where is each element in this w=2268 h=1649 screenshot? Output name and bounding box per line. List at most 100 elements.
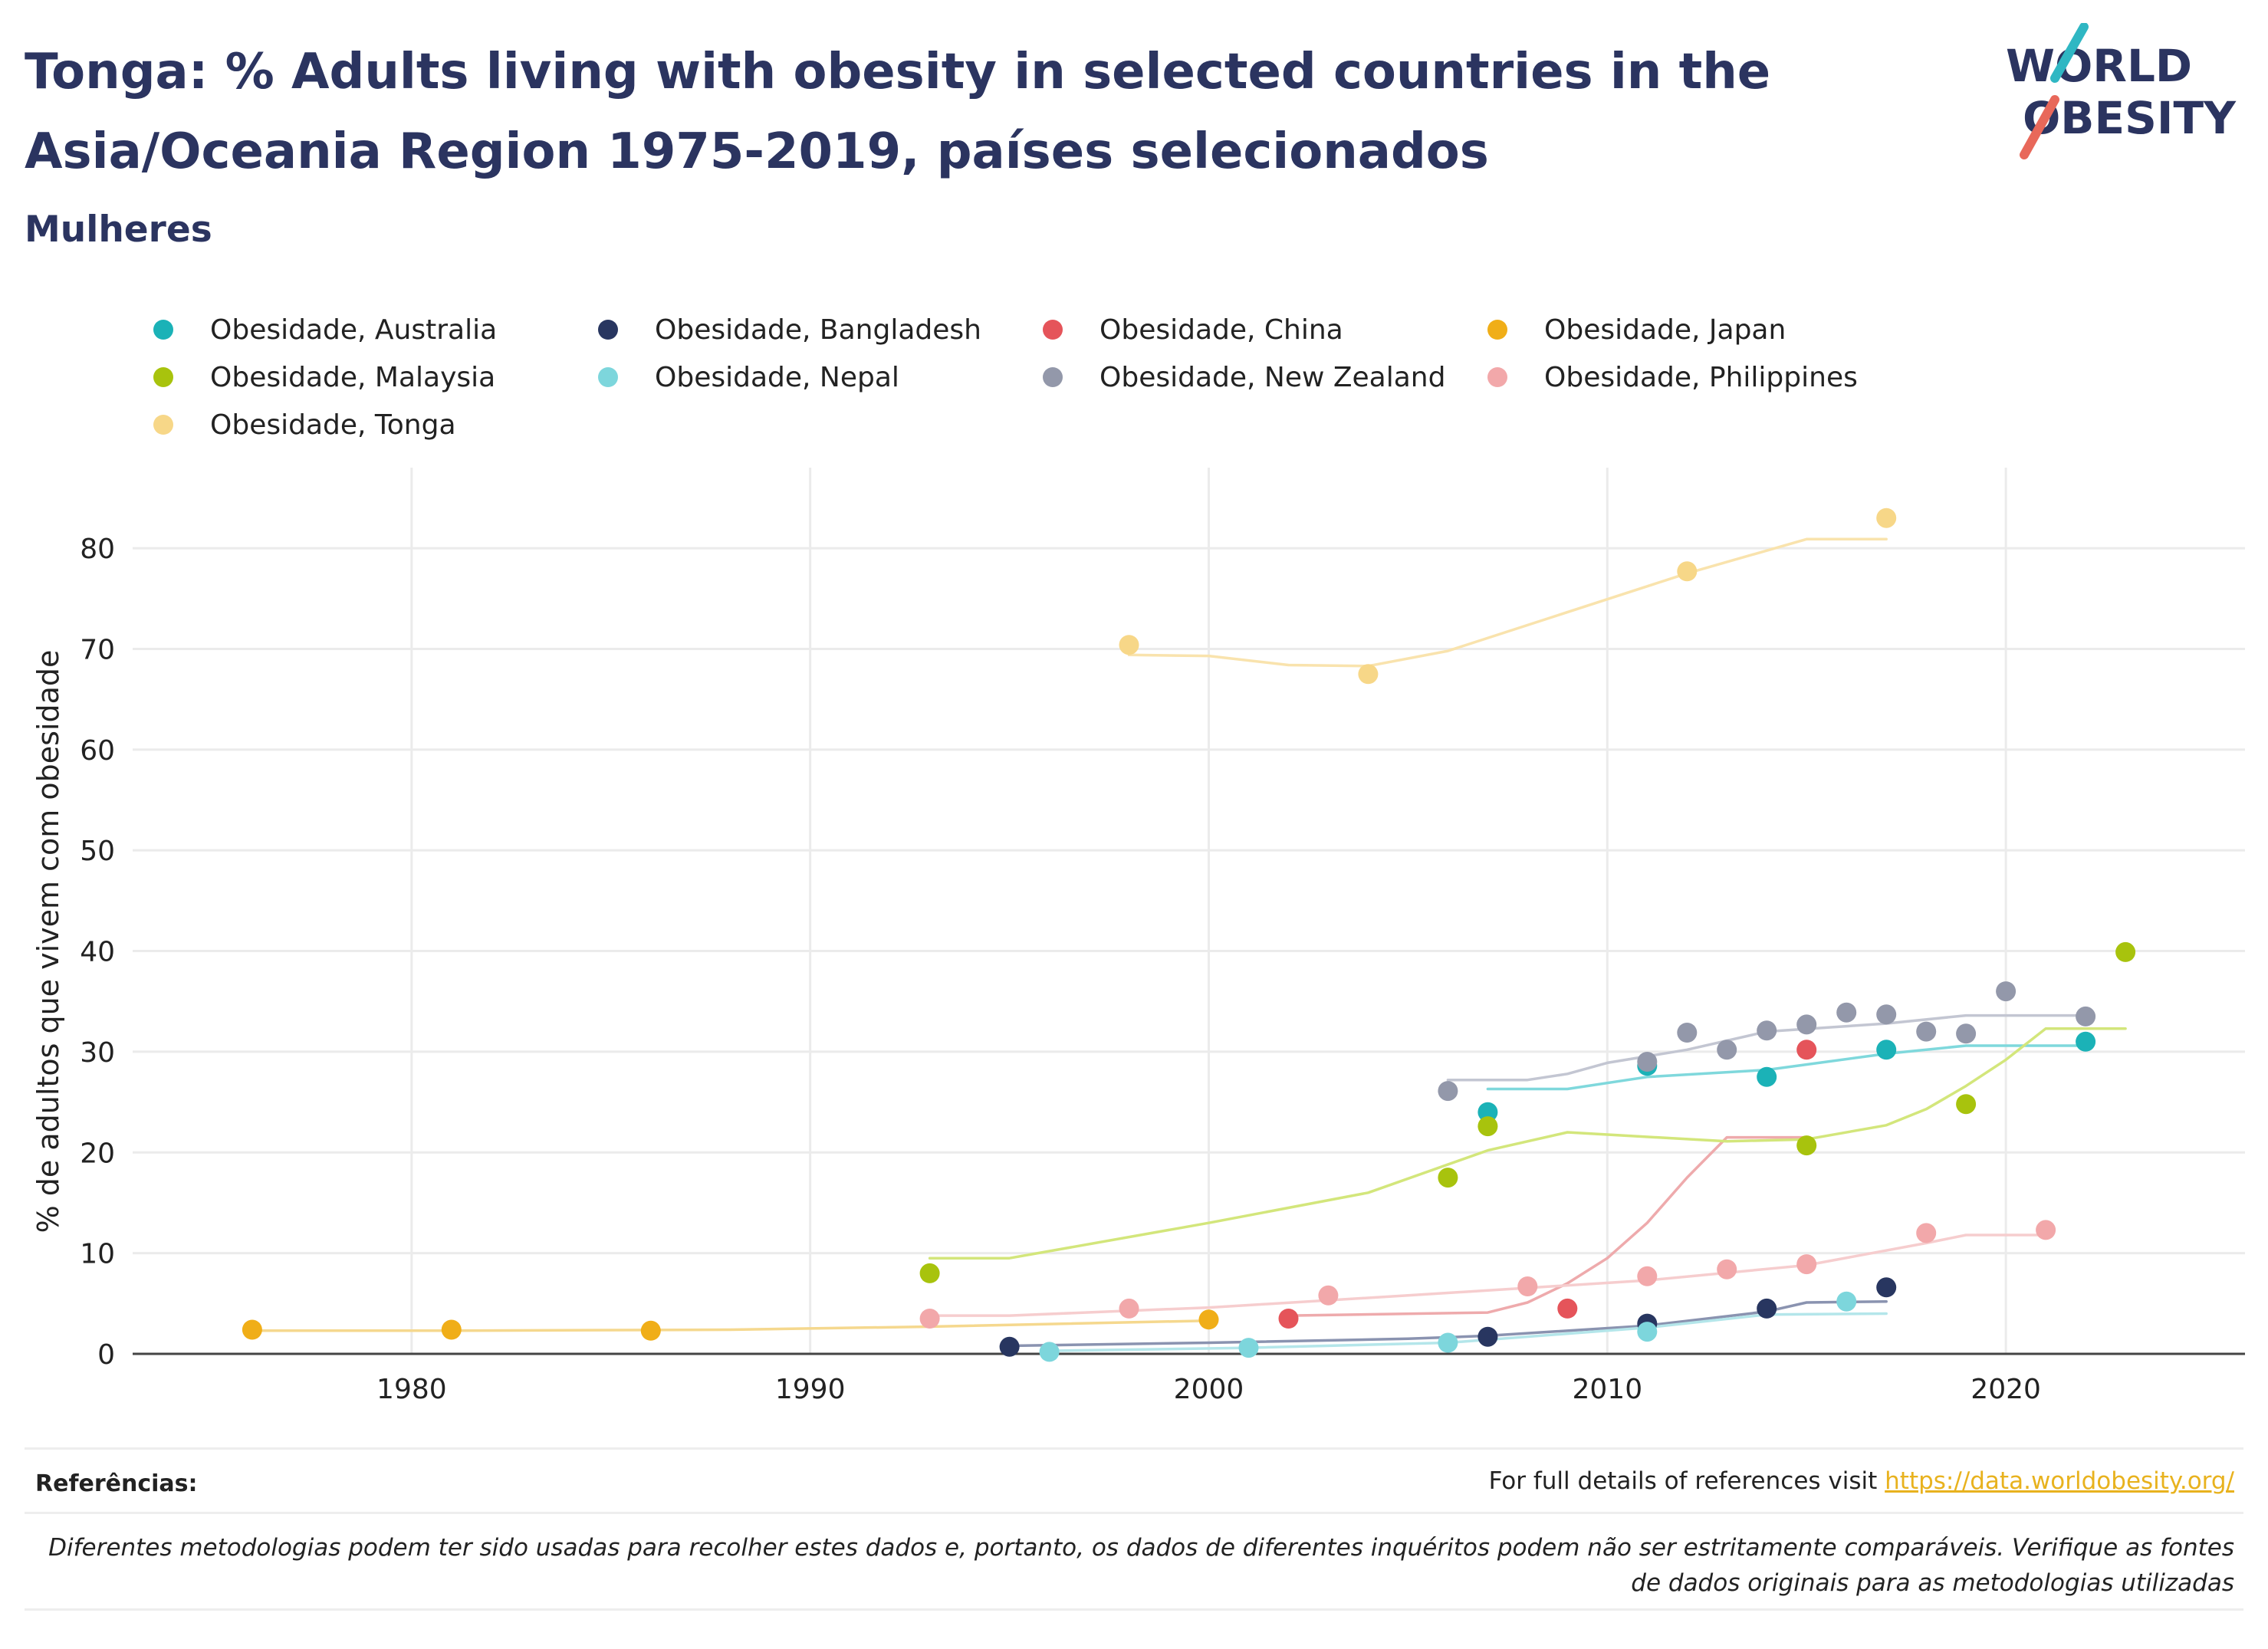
trend-line-obesidade-nepal (1047, 1312, 1888, 1352)
data-point-obesidade-bangladesh (1876, 1277, 1897, 1298)
legend-label: Obesidade, Tonga (210, 409, 456, 441)
data-point-obesidade-new-zealand (1836, 1002, 1857, 1023)
trend-line-obesidade-china (1287, 1135, 1808, 1317)
data-point-obesidade-malaysia (1477, 1116, 1498, 1137)
data-point-obesidade-new-zealand (1956, 1023, 1977, 1044)
data-point-obesidade-tonga (1358, 664, 1379, 685)
y-tick-label-20: 20 (80, 1138, 115, 1169)
trend-line-obesidade-japan (251, 1319, 1211, 1332)
trend-line-obesidade-new-zealand (1446, 1013, 2087, 1082)
data-point-obesidade-philippines (2036, 1220, 2056, 1240)
legend-label: Obesidade, New Zealand (1099, 361, 1446, 393)
legend-label: Obesidade, Australia (210, 314, 498, 346)
legend-label: Obesidade, Philippines (1544, 361, 1858, 393)
y-tick-label-60: 60 (80, 735, 115, 767)
data-point-obesidade-bangladesh (1477, 1326, 1498, 1347)
data-point-obesidade-japan (441, 1319, 462, 1340)
data-point-obesidade-new-zealand (1438, 1081, 1458, 1102)
footer-divider-top (25, 1447, 2243, 1450)
legend-item-obesidade-malaysia[interactable]: Obesidade, Malaysia (153, 354, 495, 400)
data-point-obesidade-nepal (1039, 1342, 1060, 1362)
legend: Obesidade, Australia Obesidade, Banglades… (153, 307, 2070, 452)
legend-item-obesidade-australia[interactable]: Obesidade, Australia (153, 307, 497, 353)
data-point-obesidade-japan (640, 1320, 661, 1341)
data-point-obesidade-china (1557, 1298, 1578, 1319)
data-point-obesidade-new-zealand (1757, 1020, 1777, 1041)
legend-item-obesidade-philippines[interactable]: Obesidade, Philippines (1487, 354, 1858, 400)
legend-item-obesidade-bangladesh[interactable]: Obesidade, Bangladesh (598, 307, 981, 353)
legend-marker (598, 367, 618, 387)
x-tick-label-1990: 1990 (775, 1374, 846, 1405)
data-point-obesidade-philippines (1517, 1276, 1538, 1296)
references-prefix: For full details of references visit (1488, 1467, 1885, 1495)
data-point-obesidade-new-zealand (1876, 1004, 1897, 1025)
data-point-obesidade-new-zealand (1916, 1021, 1937, 1042)
legend-marker (1043, 320, 1063, 340)
data-point-obesidade-malaysia (2115, 941, 2136, 962)
data-point-obesidade-new-zealand (1996, 981, 2017, 1002)
data-point-obesidade-malaysia (1956, 1094, 1977, 1115)
legend-item-obesidade-tonga[interactable]: Obesidade, Tonga (153, 402, 456, 448)
y-tick-label-70: 70 (80, 634, 115, 665)
legend-marker (153, 415, 173, 435)
legend-marker (1487, 367, 1507, 387)
logo-text-world: WORLD (2006, 40, 2192, 92)
legend-marker (153, 320, 173, 340)
y-tick-label-10: 10 (80, 1239, 115, 1270)
legend-item-obesidade-new-zealand[interactable]: Obesidade, New Zealand (1043, 354, 1445, 400)
footer-divider-bottom (25, 1608, 2243, 1611)
chart-plot: 1980 1990 2000 2010 2020 0 10 20 30 40 50 60 70 80 % d… (31, 468, 2245, 1405)
data-point-obesidade-malaysia (919, 1263, 940, 1283)
references-text: For full details of references visit htt… (1489, 1467, 2234, 1495)
legend-marker (1487, 320, 1507, 340)
data-point-obesidade-nepal (1637, 1322, 1658, 1342)
data-point-obesidade-new-zealand (1717, 1040, 1737, 1060)
data-point-obesidade-new-zealand (1677, 1023, 1698, 1043)
data-point-obesidade-nepal (1238, 1338, 1259, 1358)
legend-item-obesidade-china[interactable]: Obesidade, China (1043, 307, 1343, 353)
data-point-obesidade-japan (242, 1319, 262, 1340)
legend-marker (1043, 367, 1063, 387)
data-point-obesidade-australia (1757, 1066, 1777, 1087)
data-point-obesidade-bangladesh (999, 1336, 1020, 1357)
data-point-obesidade-philippines (1916, 1223, 1937, 1243)
chart-title: Tonga: % Adults living with obesity in s… (25, 44, 1771, 180)
legend-item-obesidade-nepal[interactable]: Obesidade, Nepal (598, 354, 899, 400)
data-point-obesidade-nepal (1438, 1332, 1458, 1353)
data-point-obesidade-australia (2076, 1031, 2096, 1052)
y-tick-label-30: 30 (80, 1037, 115, 1069)
data-point-obesidade-philippines (1796, 1254, 1817, 1275)
legend-label: Obesidade, China (1099, 314, 1343, 346)
legend-label: Obesidade, Bangladesh (655, 314, 981, 346)
data-point-obesidade-philippines (1717, 1259, 1737, 1279)
footer-divider-middle (25, 1512, 2243, 1514)
x-tick-label-1980: 1980 (376, 1374, 447, 1405)
data-point-obesidade-china (1796, 1040, 1817, 1060)
legend-label: Obesidade, Nepal (655, 361, 899, 393)
logo-slash-teal (2050, 23, 2089, 83)
logo-slash-coral (2020, 95, 2059, 159)
data-point-obesidade-philippines (1119, 1298, 1139, 1319)
data-point-obesidade-australia (1477, 1102, 1498, 1122)
world-obesity-logo: WORLD OBESITY (2006, 23, 2237, 159)
legend-item-obesidade-japan[interactable]: Obesidade, Japan (1487, 307, 1786, 353)
trend-line-obesidade-tonga (1127, 537, 1888, 668)
x-tick-label-2000: 2000 (1174, 1374, 1244, 1405)
data-point-obesidade-philippines (1637, 1266, 1658, 1286)
y-tick-label-0: 0 (97, 1339, 115, 1371)
data-point-obesidade-china (1278, 1309, 1299, 1329)
methodology-note: Diferentes metodologias podem ter sido u… (48, 1534, 2234, 1597)
references-link[interactable]: https://data.worldobesity.org/ (1885, 1467, 2234, 1495)
y-tick-label-50: 50 (80, 836, 115, 867)
trend-line-obesidade-malaysia (928, 1027, 2127, 1260)
data-point-obesidade-malaysia (1796, 1135, 1817, 1156)
data-point-obesidade-new-zealand (1796, 1014, 1817, 1035)
data-point-obesidade-malaysia (1438, 1168, 1458, 1188)
data-point-obesidade-bangladesh (1757, 1298, 1777, 1319)
y-axis-label: % de adultos que vivem com obesidade (31, 650, 65, 1233)
data-point-obesidade-philippines (919, 1309, 940, 1329)
data-point-obesidade-tonga (1876, 508, 1897, 528)
y-tick-label-80: 80 (80, 534, 115, 565)
chart-subtitle: Mulheres (25, 209, 212, 251)
data-point-obesidade-japan (1198, 1309, 1219, 1330)
